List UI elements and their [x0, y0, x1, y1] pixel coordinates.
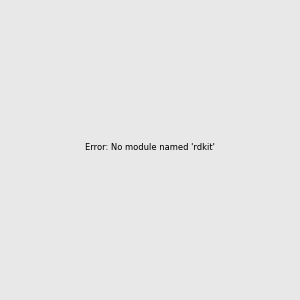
Text: Error: No module named 'rdkit': Error: No module named 'rdkit' — [85, 143, 215, 152]
